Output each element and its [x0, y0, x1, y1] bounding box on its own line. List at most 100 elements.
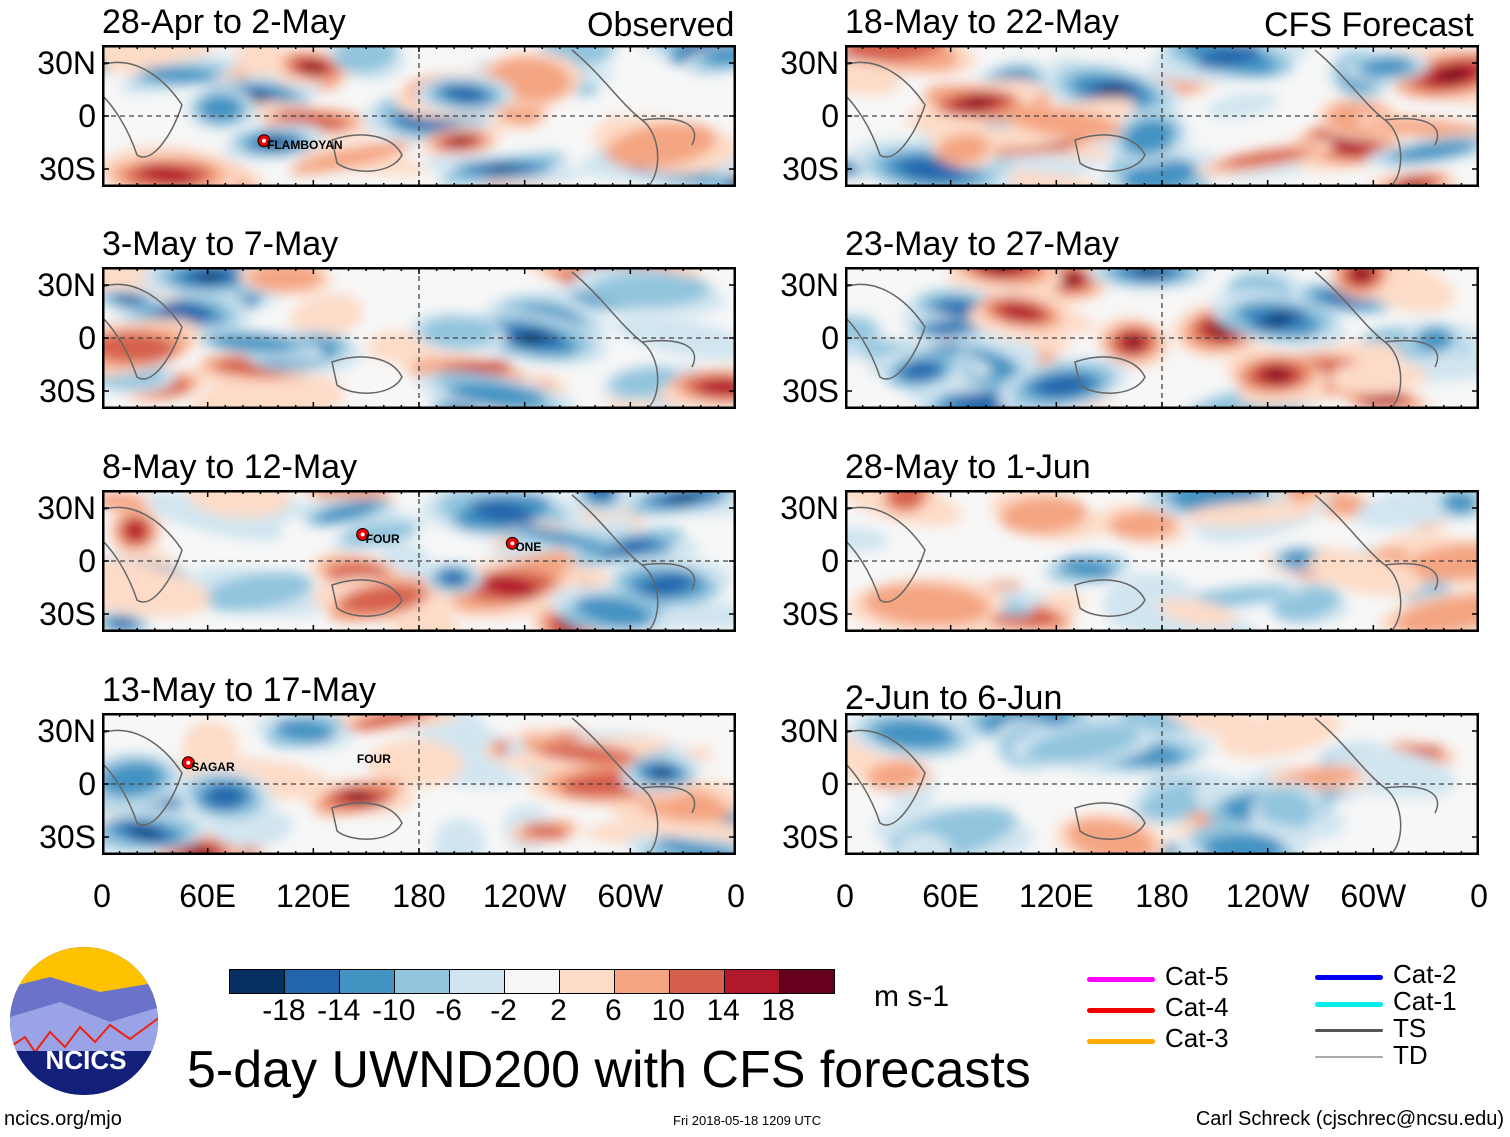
coastline	[844, 283, 926, 380]
wind-anomaly-blob	[199, 95, 242, 122]
legend-label: Cat-3	[1165, 1023, 1229, 1053]
colorbar-tick-label: -14	[317, 994, 361, 1027]
wind-anomaly-blob	[999, 496, 1088, 535]
legend-line-ts	[1315, 1029, 1383, 1032]
wind-anomaly-blob	[863, 582, 990, 627]
colorbar-swatch	[450, 970, 505, 993]
coastline	[1074, 356, 1146, 394]
main-title: 5-day UWND200 with CFS forecasts	[187, 1041, 1031, 1099]
observed-map-panel	[44, 470, 775, 651]
coastline	[1074, 134, 1146, 172]
coastline	[1314, 49, 1439, 188]
wind-anomaly-blob	[1438, 69, 1468, 81]
coastline	[331, 579, 403, 617]
footer-timestamp: Fri 2018-05-18 1209 UTC	[673, 1113, 822, 1128]
lat-label: 0	[821, 543, 839, 579]
coastline	[571, 717, 696, 856]
lon-label: 120E	[275, 878, 351, 914]
coastline	[101, 61, 183, 158]
panel-title: 23-May to 27-May	[845, 225, 1119, 263]
units-label: m s-1	[874, 980, 949, 1013]
wind-anomaly-blob	[1211, 323, 1231, 336]
wind-anomaly-blob	[367, 739, 464, 788]
lat-label: 0	[821, 766, 839, 802]
colorbar-tick-label: -6	[435, 994, 462, 1027]
coastline	[571, 494, 696, 633]
legend-line-cat-5	[1087, 977, 1155, 982]
wind-anomaly-blob	[1264, 313, 1292, 326]
lat-label: 0	[78, 320, 96, 356]
wind-anomaly-blob	[1197, 45, 1261, 69]
coastline	[571, 271, 696, 410]
lat-label: 30N	[780, 45, 839, 81]
wind-anomaly-blob	[275, 718, 334, 743]
legend-label: TS	[1393, 1013, 1427, 1043]
legend-label: TD	[1393, 1040, 1428, 1070]
uwnd-map	[42, 17, 802, 209]
wind-anomaly-blob	[1025, 724, 1141, 764]
coastline	[101, 729, 183, 826]
lat-label: 30N	[780, 713, 839, 749]
wind-anomaly-blob	[1063, 275, 1079, 285]
legend-line-cat-3	[1087, 1039, 1155, 1044]
wind-anomaly-blob	[606, 122, 717, 169]
forecast-map-panel	[812, 692, 1480, 874]
wind-anomaly-blob	[290, 293, 364, 339]
wind-anomaly-blob	[96, 492, 146, 511]
wind-anomaly-blob	[1416, 328, 1452, 352]
wind-anomaly-blob	[1158, 598, 1237, 627]
wind-anomaly-blob	[1125, 337, 1141, 348]
uwnd-map	[805, 241, 1510, 434]
wind-anomaly-blob	[1360, 57, 1412, 77]
wind-anomaly-blob	[304, 62, 322, 71]
wind-anomaly-blob	[1328, 359, 1427, 395]
uwnd-map	[61, 253, 790, 434]
wind-anomaly-blob	[611, 315, 759, 361]
wind-anomaly-blob	[1257, 787, 1315, 830]
lat-label: 30N	[37, 267, 96, 303]
colorbar-swatch	[395, 970, 450, 993]
wind-anomaly-blob	[109, 618, 134, 629]
lat-label: 0	[821, 98, 839, 134]
panel-title: 28-Apr to 2-May	[102, 3, 346, 41]
storm-label: ONE	[515, 540, 542, 555]
lon-label: 120W	[1225, 878, 1310, 914]
forecast-header: CFS Forecast	[1264, 6, 1474, 44]
lat-label: 30N	[780, 490, 839, 526]
wind-anomaly-blob	[1444, 492, 1476, 514]
colorbar-swatch	[615, 970, 670, 993]
lat-label: 30S	[39, 373, 96, 409]
wind-anomaly-blob	[132, 828, 159, 837]
wind-anomaly-blob	[999, 303, 1042, 321]
panel-title: 13-May to 17-May	[102, 671, 376, 709]
wind-anomaly-blob	[315, 500, 380, 524]
ncics-logo: NCICS	[10, 947, 158, 1095]
lon-label: 0	[1470, 878, 1488, 914]
wind-anomaly-blob	[1108, 510, 1178, 540]
lat-label: 0	[78, 766, 96, 802]
forecast-map-panel	[776, 16, 1510, 204]
legend-label: Cat-1	[1393, 986, 1457, 1016]
wind-anomaly-blob	[1098, 86, 1127, 97]
colorbar-swatch	[670, 970, 725, 993]
legend-label: Cat-4	[1165, 992, 1229, 1022]
lon-label: 60E	[922, 878, 980, 914]
coastline	[331, 802, 403, 840]
wind-anomaly-blob	[653, 768, 670, 777]
legend-label: Cat-2	[1393, 959, 1457, 989]
wind-anomaly-blob	[480, 574, 539, 599]
wind-anomaly-blob	[1354, 269, 1369, 280]
colorbar-tick-label: 2	[550, 994, 567, 1027]
coastline	[1314, 271, 1439, 410]
panel-title: 18-May to 22-May	[845, 3, 1119, 41]
colorbar-tick-label: 14	[706, 994, 740, 1027]
lat-label: 30N	[37, 490, 96, 526]
wind-anomaly-blob	[1266, 369, 1287, 381]
coastline	[1314, 717, 1439, 856]
coastline	[101, 283, 183, 380]
lon-label: 180	[392, 878, 446, 914]
observed-map-panel	[42, 17, 802, 209]
colorbar-tick-label: -18	[262, 994, 306, 1027]
footer-url[interactable]: ncics.org/mjo	[4, 1108, 122, 1130]
wind-anomaly-blob	[121, 297, 137, 303]
